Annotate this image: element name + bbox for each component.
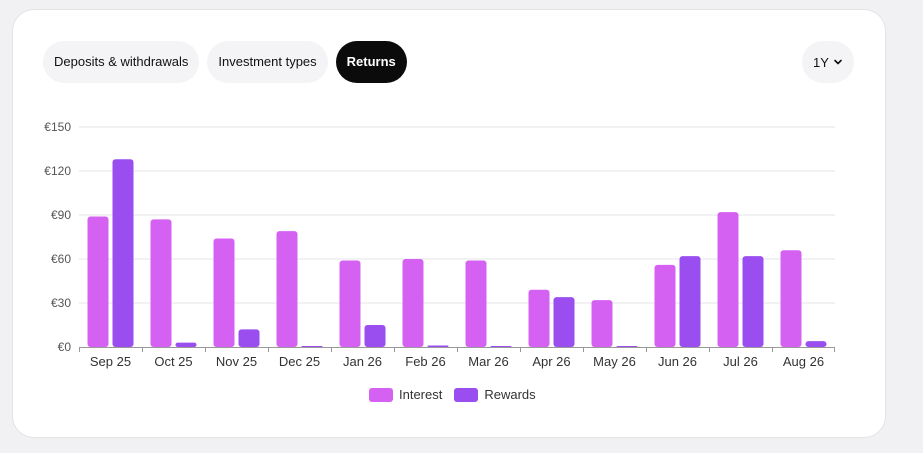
x-tick-label: Feb 26 — [405, 354, 445, 369]
returns-bar-chart: €0 €30 €60 €90 €120 €150 Sep 25 Oct 25 Nov 25 De… — [44, 120, 835, 369]
tab-investment-types[interactable]: Investment types — [207, 41, 328, 83]
bar-rewards-jul-26[interactable] — [742, 256, 764, 347]
x-tick-label: Oct 25 — [154, 354, 192, 369]
x-tick-label: Sep 25 — [90, 354, 131, 369]
y-tick-label: €0 — [58, 340, 72, 354]
x-tick-label: Dec 25 — [279, 354, 320, 369]
bar-rewards-sep-25[interactable] — [112, 159, 134, 347]
y-tick-label: €60 — [51, 252, 71, 266]
x-tick-label: Jun 26 — [658, 354, 697, 369]
y-axis-labels: €0 €30 €60 €90 €120 €150 — [44, 120, 71, 354]
legend-item-interest[interactable]: Interest — [369, 387, 442, 402]
x-tick-label: Jan 26 — [343, 354, 382, 369]
bar-rewards-may-26[interactable] — [616, 346, 638, 347]
x-tick-label: May 26 — [593, 354, 636, 369]
x-tick-label: Jul 26 — [723, 354, 758, 369]
bar-interest-mar-26[interactable] — [465, 260, 487, 347]
x-tick-label: Apr 26 — [532, 354, 570, 369]
bar-rewards-aug-26[interactable] — [805, 341, 827, 347]
period-label: 1Y — [813, 54, 829, 70]
x-tick-label: Aug 26 — [783, 354, 824, 369]
bar-interest-feb-26[interactable] — [402, 259, 424, 347]
bar-interest-aug-26[interactable] — [780, 250, 802, 347]
view-tabs: Deposits & withdrawals Investment types … — [43, 41, 407, 83]
x-tick-label: Mar 26 — [468, 354, 508, 369]
tab-deposits-withdrawals[interactable]: Deposits & withdrawals — [43, 41, 200, 83]
bar-interest-nov-25[interactable] — [213, 238, 235, 347]
x-axis: Sep 25 Oct 25 Nov 25 Dec 25 Jan 26 Feb 26 Mar … — [79, 347, 835, 369]
bar-rewards-apr-26[interactable] — [553, 297, 575, 347]
grid-lines — [79, 126, 835, 304]
legend-item-rewards[interactable]: Rewards — [454, 387, 536, 402]
legend-swatch-interest — [369, 387, 393, 402]
bar-interest-jul-26[interactable] — [717, 212, 739, 347]
bar-interest-sep-25[interactable] — [87, 216, 109, 347]
bar-rewards-feb-26[interactable] — [427, 345, 449, 347]
y-tick-label: €90 — [51, 208, 71, 222]
y-tick-label: €120 — [44, 164, 71, 178]
tab-returns[interactable]: Returns — [335, 41, 407, 83]
chevron-down-icon — [834, 59, 842, 65]
bar-interest-jan-26[interactable] — [339, 260, 361, 347]
legend-swatch-rewards — [454, 387, 479, 402]
legend-label-rewards: Rewards — [484, 387, 536, 402]
chart-legend: Interest Rewards — [369, 387, 536, 402]
bar-interest-dec-25[interactable] — [276, 231, 298, 347]
bar-rewards-mar-26[interactable] — [490, 346, 512, 347]
y-tick-label: €150 — [44, 120, 71, 134]
bar-rewards-jan-26[interactable] — [364, 325, 386, 347]
bar-interest-apr-26[interactable] — [528, 289, 550, 347]
bar-rewards-nov-25[interactable] — [238, 329, 260, 347]
returns-card: Deposits & withdrawals Investment types … — [12, 9, 886, 438]
bars — [87, 159, 827, 347]
bar-rewards-oct-25[interactable] — [175, 342, 197, 347]
y-tick-label: €30 — [51, 296, 71, 310]
bar-rewards-dec-25[interactable] — [301, 346, 323, 347]
bar-interest-may-26[interactable] — [591, 300, 613, 347]
legend-label-interest: Interest — [399, 387, 443, 402]
bar-interest-oct-25[interactable] — [150, 219, 172, 347]
x-tick-label: Nov 25 — [216, 354, 257, 369]
bar-interest-jun-26[interactable] — [654, 264, 676, 347]
bar-rewards-jun-26[interactable] — [679, 256, 701, 347]
period-select[interactable]: 1Y — [802, 41, 854, 83]
